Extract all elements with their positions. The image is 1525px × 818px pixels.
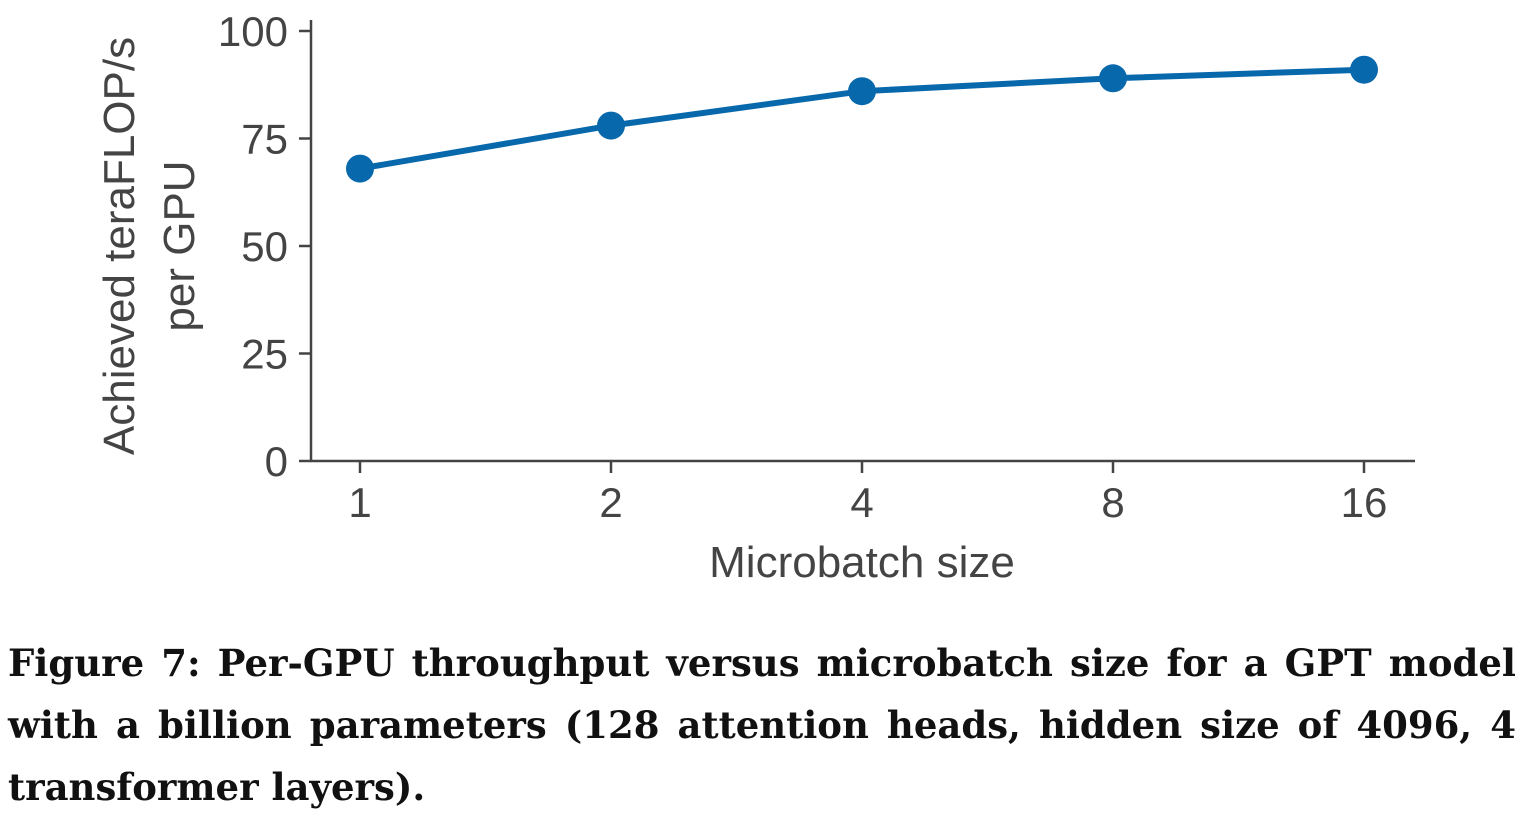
figure-caption: Figure 7: Per-GPU throughput versus micr… [8, 641, 1516, 809]
data-point [1350, 55, 1378, 84]
x-tick-label: 1 [348, 479, 371, 526]
x-tick-label: 8 [1101, 479, 1124, 526]
y-tick-label: 0 [265, 438, 288, 485]
x-axis-label: Microbatch size [709, 538, 1015, 587]
y-tick-label: 50 [241, 223, 288, 270]
data-point [346, 154, 374, 183]
line-chart: 0 25 50 75 100 1 2 4 8 16 Microbatch size Achiev… [95, 8, 1415, 587]
x-tick-label: 2 [599, 479, 622, 526]
y-tick-label: 100 [218, 8, 288, 55]
data-point [848, 77, 876, 106]
data-point [597, 111, 625, 140]
x-tick-label: 16 [1341, 479, 1388, 526]
data-point [1099, 64, 1127, 93]
y-tick-label: 75 [241, 116, 288, 163]
y-axis-label-line-1: Achieved teraFLOP/s [95, 37, 144, 455]
y-axis-label-line-2: per GPU [155, 160, 204, 331]
y-tick-label: 25 [241, 331, 288, 378]
x-tick-label: 4 [850, 479, 873, 526]
